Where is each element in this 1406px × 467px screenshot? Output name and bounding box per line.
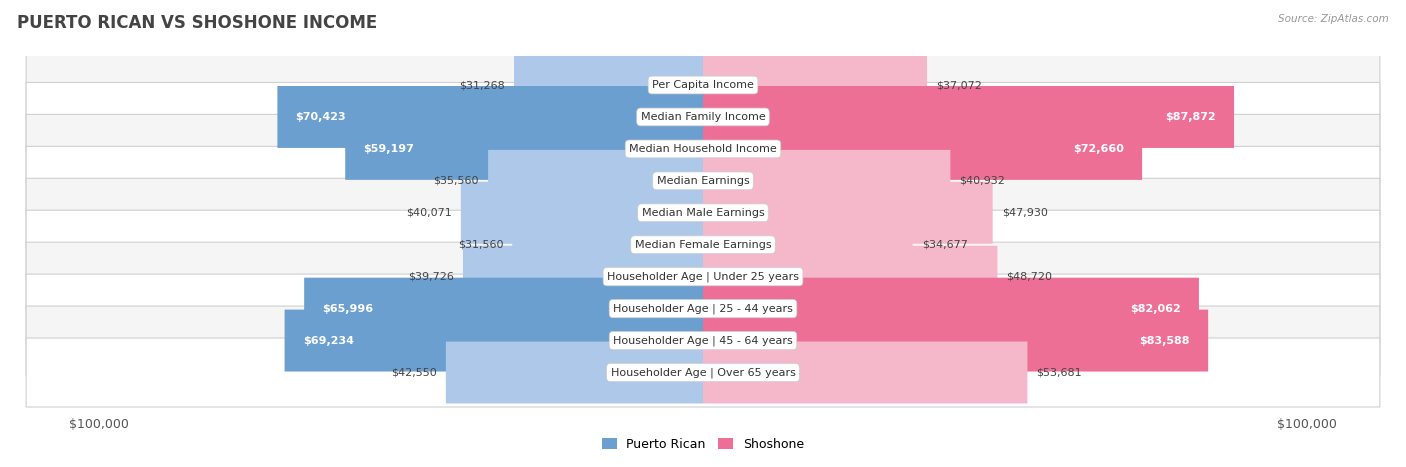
- Text: Median Household Income: Median Household Income: [628, 144, 778, 154]
- Text: Per Capita Income: Per Capita Income: [652, 80, 754, 90]
- Text: $47,930: $47,930: [1001, 208, 1047, 218]
- Text: Householder Age | 25 - 44 years: Householder Age | 25 - 44 years: [613, 304, 793, 314]
- Text: $69,234: $69,234: [302, 336, 354, 346]
- FancyBboxPatch shape: [446, 341, 703, 403]
- Text: $59,197: $59,197: [363, 144, 415, 154]
- FancyBboxPatch shape: [703, 310, 1208, 372]
- Text: Householder Age | Under 25 years: Householder Age | Under 25 years: [607, 271, 799, 282]
- FancyBboxPatch shape: [27, 178, 1379, 248]
- Text: Householder Age | 45 - 64 years: Householder Age | 45 - 64 years: [613, 335, 793, 346]
- Text: $48,720: $48,720: [1007, 272, 1053, 282]
- FancyBboxPatch shape: [703, 54, 927, 116]
- Text: $35,560: $35,560: [433, 176, 479, 186]
- FancyBboxPatch shape: [27, 146, 1379, 215]
- FancyBboxPatch shape: [703, 246, 997, 308]
- Text: $83,588: $83,588: [1139, 336, 1189, 346]
- Text: Householder Age | Over 65 years: Householder Age | Over 65 years: [610, 367, 796, 378]
- FancyBboxPatch shape: [346, 118, 703, 180]
- FancyBboxPatch shape: [27, 114, 1379, 184]
- Text: $82,062: $82,062: [1130, 304, 1181, 314]
- Text: PUERTO RICAN VS SHOSHONE INCOME: PUERTO RICAN VS SHOSHONE INCOME: [17, 14, 377, 32]
- FancyBboxPatch shape: [27, 242, 1379, 311]
- FancyBboxPatch shape: [277, 86, 703, 148]
- FancyBboxPatch shape: [703, 118, 1142, 180]
- Text: $37,072: $37,072: [936, 80, 981, 90]
- FancyBboxPatch shape: [703, 278, 1199, 340]
- FancyBboxPatch shape: [27, 210, 1379, 279]
- Text: $42,550: $42,550: [391, 368, 437, 377]
- FancyBboxPatch shape: [703, 150, 950, 212]
- Text: $40,932: $40,932: [959, 176, 1005, 186]
- Text: Median Family Income: Median Family Income: [641, 112, 765, 122]
- Text: $34,677: $34,677: [921, 240, 967, 250]
- FancyBboxPatch shape: [27, 274, 1379, 343]
- FancyBboxPatch shape: [515, 54, 703, 116]
- FancyBboxPatch shape: [703, 86, 1234, 148]
- FancyBboxPatch shape: [27, 306, 1379, 375]
- FancyBboxPatch shape: [512, 214, 703, 276]
- Text: $31,560: $31,560: [458, 240, 503, 250]
- Text: $87,872: $87,872: [1166, 112, 1216, 122]
- FancyBboxPatch shape: [703, 214, 912, 276]
- Text: $72,660: $72,660: [1073, 144, 1123, 154]
- Text: Source: ZipAtlas.com: Source: ZipAtlas.com: [1278, 14, 1389, 24]
- Text: Median Male Earnings: Median Male Earnings: [641, 208, 765, 218]
- Text: $53,681: $53,681: [1036, 368, 1083, 377]
- FancyBboxPatch shape: [703, 182, 993, 244]
- FancyBboxPatch shape: [304, 278, 703, 340]
- FancyBboxPatch shape: [488, 150, 703, 212]
- FancyBboxPatch shape: [27, 338, 1379, 407]
- Text: $31,268: $31,268: [460, 80, 505, 90]
- FancyBboxPatch shape: [463, 246, 703, 308]
- Text: $70,423: $70,423: [295, 112, 346, 122]
- FancyBboxPatch shape: [27, 83, 1379, 151]
- Text: $40,071: $40,071: [406, 208, 451, 218]
- FancyBboxPatch shape: [284, 310, 703, 372]
- Text: Median Female Earnings: Median Female Earnings: [634, 240, 772, 250]
- FancyBboxPatch shape: [461, 182, 703, 244]
- FancyBboxPatch shape: [703, 341, 1028, 403]
- Text: $65,996: $65,996: [322, 304, 374, 314]
- Text: Median Earnings: Median Earnings: [657, 176, 749, 186]
- Legend: Puerto Rican, Shoshone: Puerto Rican, Shoshone: [602, 438, 804, 451]
- FancyBboxPatch shape: [27, 50, 1379, 120]
- Text: $39,726: $39,726: [408, 272, 454, 282]
